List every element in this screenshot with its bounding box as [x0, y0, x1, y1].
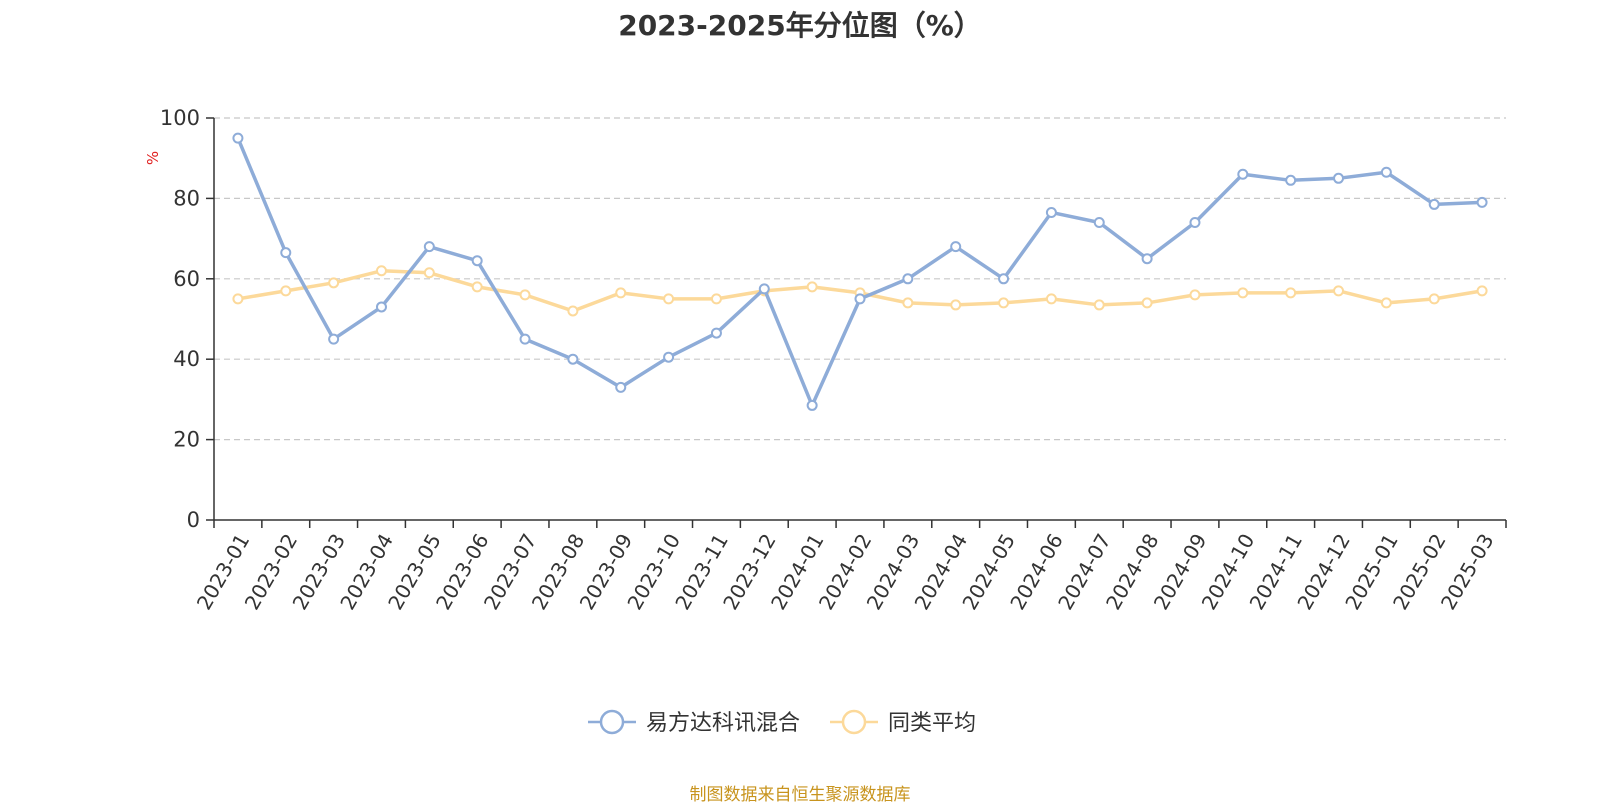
data-point-series-0[interactable]	[567, 353, 579, 365]
data-point-series-1[interactable]	[1093, 299, 1105, 311]
data-point-series-0[interactable]	[471, 255, 483, 267]
source-note: 制图数据来自恒生聚源数据库	[689, 785, 911, 805]
data-point-series-1[interactable]	[1141, 297, 1153, 309]
data-point-series-1[interactable]	[710, 293, 722, 305]
legend-circle-icon	[599, 709, 625, 735]
data-point-series-1[interactable]	[950, 299, 962, 311]
y-tick-label: 100	[160, 106, 200, 130]
data-point-series-0[interactable]	[232, 132, 244, 144]
y-tick-label: 80	[173, 186, 200, 210]
legend[interactable]: 易方达科讯混合 同类平均	[588, 709, 976, 736]
data-point-series-1[interactable]	[1189, 289, 1201, 301]
legend-item-1[interactable]: 同类平均	[830, 709, 976, 736]
data-point-series-0[interactable]	[1476, 196, 1488, 208]
data-point-series-1[interactable]	[567, 305, 579, 317]
data-point-series-1[interactable]	[806, 281, 818, 293]
legend-label: 同类平均	[888, 711, 976, 736]
data-point-series-1[interactable]	[615, 287, 627, 299]
data-point-series-0[interactable]	[950, 241, 962, 253]
data-point-series-0[interactable]	[663, 351, 675, 363]
gridlines	[214, 117, 1506, 441]
legend-item-0[interactable]: 易方达科讯混合	[588, 709, 800, 736]
data-point-series-0[interactable]	[1141, 253, 1153, 265]
data-point-series-0[interactable]	[1189, 217, 1201, 229]
data-point-series-0[interactable]	[758, 283, 770, 295]
data-point-series-0[interactable]	[902, 273, 914, 285]
y-tick-label: 20	[173, 428, 200, 452]
data-point-series-1[interactable]	[1476, 285, 1488, 297]
data-point-series-0[interactable]	[1380, 166, 1392, 178]
data-point-series-1[interactable]	[1285, 287, 1297, 299]
y-tick-label: 0	[187, 508, 200, 532]
chart-title: 2023-2025年分位图（%）	[618, 9, 982, 42]
data-point-series-0[interactable]	[1428, 198, 1440, 210]
data-point-series-0[interactable]	[854, 293, 866, 305]
data-point-series-1[interactable]	[1045, 293, 1057, 305]
data-point-series-0[interactable]	[615, 381, 627, 393]
axes: 020406080100%2023-012023-022023-032023-0…	[144, 106, 1507, 614]
data-point-series-0[interactable]	[1045, 206, 1057, 218]
legend-circle-icon	[841, 709, 867, 735]
data-point-series-0[interactable]	[375, 301, 387, 313]
data-point-series-1[interactable]	[423, 267, 435, 279]
data-point-series-0[interactable]	[1285, 174, 1297, 186]
data-point-series-1[interactable]	[519, 289, 531, 301]
data-point-series-0[interactable]	[1093, 217, 1105, 229]
y-tick-label: 60	[173, 267, 200, 291]
data-point-series-0[interactable]	[806, 399, 818, 411]
data-point-series-0[interactable]	[710, 327, 722, 339]
data-point-series-0[interactable]	[328, 333, 340, 345]
data-point-series-0[interactable]	[519, 333, 531, 345]
data-point-series-0[interactable]	[1237, 168, 1249, 180]
y-tick-label: 40	[173, 347, 200, 371]
data-point-series-1[interactable]	[663, 293, 675, 305]
data-point-series-1[interactable]	[998, 297, 1010, 309]
series-layer	[232, 132, 1488, 411]
data-point-series-1[interactable]	[902, 297, 914, 309]
data-point-series-1[interactable]	[280, 285, 292, 297]
data-point-series-1[interactable]	[328, 277, 340, 289]
data-point-series-1[interactable]	[1333, 285, 1345, 297]
data-point-series-0[interactable]	[280, 247, 292, 259]
data-point-series-1[interactable]	[375, 265, 387, 277]
data-point-series-0[interactable]	[1333, 172, 1345, 184]
data-point-series-1[interactable]	[1380, 297, 1392, 309]
data-point-series-1[interactable]	[471, 281, 483, 293]
data-point-series-1[interactable]	[232, 293, 244, 305]
legend-label: 易方达科讯混合	[646, 711, 800, 736]
y-axis-unit-label: %	[144, 151, 162, 165]
data-point-series-1[interactable]	[1428, 293, 1440, 305]
data-point-series-1[interactable]	[1237, 287, 1249, 299]
data-point-series-0[interactable]	[423, 241, 435, 253]
data-point-series-0[interactable]	[998, 273, 1010, 285]
